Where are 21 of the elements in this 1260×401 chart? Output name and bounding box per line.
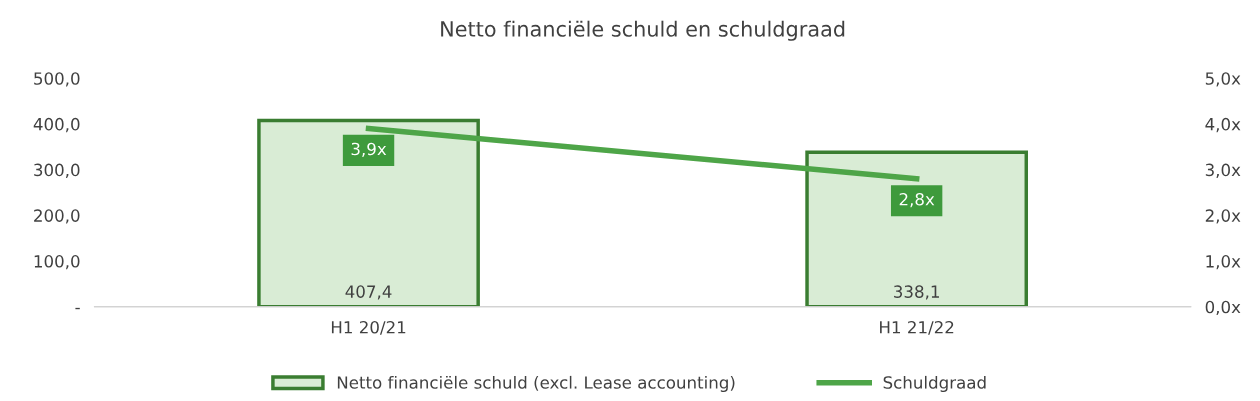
data-label: 3,9x [351, 142, 387, 157]
data-label: 407,4 [345, 285, 392, 300]
legend-label: Schuldgraad [883, 375, 986, 393]
y2-tick-label: 1,0x [1206, 255, 1241, 270]
data-label: 338,1 [894, 285, 939, 300]
y-tick-label: 500,0 [34, 72, 80, 87]
y-tick-label: 400,0 [33, 117, 80, 133]
y-tick-label: - [75, 307, 80, 310]
y2-tick-label: 2,0x [1205, 209, 1241, 224]
y2-tick-label: 0,0x [1205, 300, 1241, 316]
y2-tick-label: 5,0x [1205, 72, 1241, 87]
legend-label: Netto financiële schuld (excl. Lease accounting) [337, 375, 735, 393]
x-tick-label: H1 20/21 [331, 320, 406, 335]
y-tick-label: 100,0 [34, 255, 80, 270]
y-tick-label: 300,0 [34, 163, 80, 178]
y2-tick-label: 3,0x [1205, 163, 1241, 178]
y-tick-label: 200,0 [34, 209, 80, 224]
y2-tick-label: 4,0x [1205, 117, 1241, 133]
chart-title: Netto financiële schuld en schuldgraad [441, 20, 845, 41]
x-tick-label: H1 21/22 [880, 320, 954, 335]
data-label: 2,8x [899, 192, 935, 208]
